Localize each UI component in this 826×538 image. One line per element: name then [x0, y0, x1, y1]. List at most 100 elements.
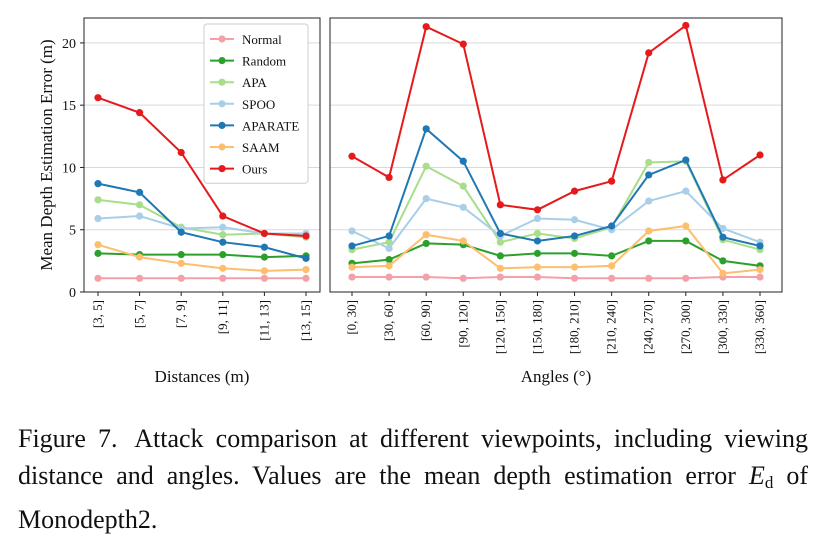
data-point-saam — [645, 227, 653, 235]
data-point-ours — [219, 212, 227, 220]
x-tick-label: [5, 7] — [132, 300, 147, 328]
y-axis-label: Mean Depth Estimation Error (m) — [37, 39, 56, 270]
data-point-random — [385, 256, 393, 264]
data-point-ours — [608, 177, 616, 185]
data-point-apa — [422, 162, 430, 170]
data-point-normal — [756, 273, 764, 281]
data-point-saam — [570, 263, 579, 271]
y-tick-label: 20 — [62, 37, 76, 52]
data-point-normal — [682, 274, 690, 282]
data-point-aparate — [719, 233, 727, 241]
data-point-saam — [719, 269, 727, 277]
data-point-aparate — [177, 228, 185, 236]
x-tick-label: [240, 270] — [641, 300, 656, 354]
data-point-aparate — [608, 222, 616, 230]
x-tick-label: [3, 5] — [90, 300, 105, 328]
data-point-saam — [260, 267, 268, 275]
data-point-ours — [570, 187, 579, 195]
legend-label: SAAM — [242, 140, 280, 155]
legend-marker-spoo — [218, 100, 226, 108]
data-point-spoo — [682, 187, 690, 195]
x-tick-label: [9, 11] — [215, 300, 230, 334]
caption-label: Figure 7. — [18, 424, 118, 453]
shared-y-axis: 0 5 10 15 20 Mean Depth Estimation Error (m) — [37, 37, 84, 301]
data-point-normal — [219, 274, 227, 282]
legend-label: Ours — [242, 162, 267, 177]
legend: Normal Random APA SPOO APARATE SAAM Ours — [203, 23, 309, 184]
data-point-ours — [496, 201, 504, 209]
distance-panel: [3, 5] [5, 7] [7, 9] [9, 11] [11, 13] [13, 15… — [83, 17, 321, 386]
data-point-saam — [219, 264, 227, 272]
x-tick-label: [11, 13] — [256, 300, 271, 341]
legend-marker-normal — [218, 35, 226, 43]
angle-panel: [0, 30] [30, 60] [60, 90] [90, 120] [120, 15… — [329, 17, 783, 386]
y-tick-label: 0 — [69, 286, 76, 301]
x-tick-label: [210, 240] — [604, 300, 619, 354]
x-tick-label: [30, 60] — [381, 300, 396, 341]
data-point-apa — [136, 201, 144, 209]
legend-marker-aparate — [218, 121, 226, 129]
data-point-apa — [459, 182, 467, 190]
data-point-aparate — [682, 156, 690, 164]
data-point-saam — [682, 222, 690, 230]
series-line-saam — [351, 224, 761, 275]
data-point-ours — [645, 49, 653, 57]
x-tick-label: [60, 90] — [418, 300, 433, 341]
data-point-normal — [459, 274, 467, 282]
data-point-aparate — [756, 242, 764, 250]
series-line-aparate — [97, 182, 307, 260]
legend-label: Random — [242, 54, 286, 69]
data-point-spoo — [533, 214, 542, 223]
data-point-saam — [385, 262, 393, 270]
data-point-aparate — [422, 125, 430, 133]
data-point-saam — [177, 259, 185, 267]
data-point-spoo — [719, 224, 727, 233]
data-point-aparate — [136, 188, 144, 196]
x-tick-label: [300, 330] — [715, 300, 730, 354]
x-axis-label: Distances (m) — [155, 367, 250, 386]
data-point-spoo — [136, 212, 144, 220]
data-point-spoo — [459, 203, 467, 211]
data-point-saam — [533, 263, 542, 271]
data-point-aparate — [385, 232, 393, 240]
data-point-normal — [136, 274, 144, 282]
data-point-aparate — [496, 229, 504, 238]
x-tick-label: [330, 360] — [752, 300, 767, 354]
data-point-apa — [645, 158, 653, 167]
x-tick-label: [150, 180] — [529, 300, 544, 354]
data-point-ours — [94, 94, 102, 102]
legend-marker-saam — [218, 143, 226, 151]
data-point-ours — [459, 40, 467, 48]
data-point-normal — [533, 273, 542, 281]
data-point-spoo — [385, 244, 393, 253]
legend-marker-apa — [218, 78, 226, 86]
data-point-random — [608, 252, 616, 260]
data-point-saam — [608, 262, 616, 270]
series-line-random — [351, 239, 761, 267]
x-tick-label: [270, 300] — [678, 300, 693, 354]
data-point-ours — [136, 109, 144, 117]
data-point-saam — [302, 265, 310, 274]
data-point-saam — [94, 241, 102, 249]
data-point-normal — [348, 273, 356, 281]
legend-label: Normal — [242, 32, 282, 47]
series-line-aparate — [351, 127, 761, 247]
data-point-aparate — [219, 238, 227, 246]
data-point-spoo — [422, 194, 430, 203]
data-point-ours — [422, 23, 430, 31]
x-tick-label: [0, 30] — [344, 300, 359, 335]
data-point-ours — [719, 176, 727, 184]
figure-caption: Figure 7. Attack comparison at different… — [18, 420, 808, 538]
data-point-random — [719, 257, 727, 265]
data-point-normal — [570, 274, 579, 282]
x-axis-label: Angles (°) — [521, 367, 592, 386]
data-point-normal — [645, 274, 653, 282]
data-point-random — [94, 249, 102, 257]
data-point-normal — [496, 273, 504, 281]
data-point-ours — [756, 151, 764, 159]
data-point-random — [682, 237, 690, 245]
data-point-aparate — [570, 232, 579, 240]
legend-marker-random — [218, 57, 226, 65]
data-point-ours — [682, 21, 690, 30]
